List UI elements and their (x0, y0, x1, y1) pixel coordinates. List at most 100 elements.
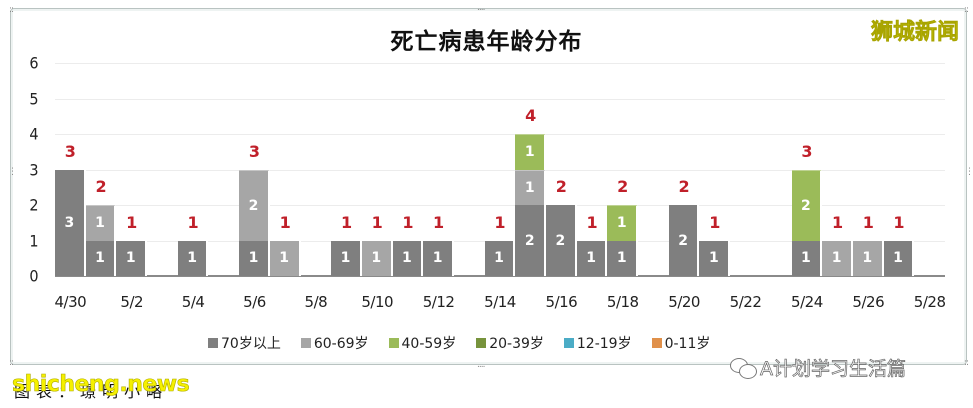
legend-swatch-icon (388, 338, 399, 348)
bar-segment: 1 (85, 205, 117, 241)
total-label: 3 (801, 141, 813, 161)
total-label: 1 (832, 212, 844, 232)
gridline (55, 134, 945, 135)
figure-caption: 图表：璟明小略 (14, 382, 169, 401)
legend-label: 20-39岁 (489, 336, 544, 352)
y-tick-label: 3 (29, 160, 39, 179)
bar-segment: 1 (852, 240, 884, 276)
resize-handle-bottom[interactable]: .... (477, 360, 486, 370)
gridline (55, 169, 945, 171)
total-label: 1 (126, 212, 138, 232)
gridline (55, 205, 945, 206)
legend-swatch-icon (208, 338, 218, 348)
total-label: 1 (402, 212, 414, 232)
total-label: 1 (371, 212, 383, 232)
bar-segment: 2 (515, 205, 547, 276)
bar-segment: 3 (55, 169, 86, 276)
total-label: 1 (340, 212, 353, 232)
total-label: 2 (678, 177, 690, 196)
legend-item: 70岁以上 (208, 333, 281, 353)
resize-handle-right[interactable]: ⋮ (965, 167, 973, 177)
x-tick-label: 5/2 (120, 293, 144, 311)
bar-segment: 2 (239, 169, 270, 241)
resize-handle-bottom-right[interactable]: :: (963, 358, 969, 368)
x-tick-label: 5/4 (181, 293, 205, 311)
bar-segment: 1 (515, 169, 547, 205)
total-label: 3 (248, 141, 261, 161)
x-tick-label: 5/28 (913, 293, 946, 311)
y-tick-label: 0 (29, 266, 39, 286)
x-tick-label: 5/16 (545, 293, 578, 311)
legend-item: 20-39岁 (476, 333, 544, 353)
total-label: 1 (187, 212, 199, 232)
x-tick-label: 4/30 (54, 293, 87, 311)
total-label: 1 (433, 212, 445, 232)
total-label: 4 (525, 106, 537, 125)
bar-segment: 1 (515, 134, 547, 170)
y-tick-label: 4 (29, 124, 39, 144)
legend-swatch-icon (300, 338, 311, 348)
legend-label: 70岁以上 (221, 336, 281, 352)
total-label: 2 (95, 177, 107, 196)
total-label: 1 (494, 212, 506, 232)
wechat-icon (730, 357, 757, 379)
bar-segment: 1 (883, 240, 915, 276)
x-tick-label: 5/20 (668, 293, 700, 311)
x-tick-label: 5/8 (304, 293, 328, 311)
x-tick-label: 5/24 (791, 293, 823, 311)
bar-segment: 1 (269, 240, 301, 276)
bar-segment: 1 (484, 240, 516, 276)
legend-label: 60-69岁 (313, 336, 369, 352)
resize-handle-bottom-left[interactable]: :: (9, 358, 14, 368)
bar-segment: 1 (361, 240, 393, 276)
bar-segment: 1 (116, 240, 148, 276)
bar-segment: 1 (576, 240, 608, 276)
x-tick-label: 5/22 (729, 293, 762, 311)
bar-segment: 1 (607, 240, 639, 276)
bar-segment: 2 (546, 205, 577, 276)
wechat-account-name: A计划学习生活篇 (760, 358, 907, 381)
legend-item: 60-69岁 (300, 333, 369, 353)
gridline (55, 63, 945, 64)
y-tick-label: 5 (29, 89, 39, 108)
x-tick-label: 5/14 (484, 293, 516, 311)
resize-handle-top[interactable]: .... (477, 3, 486, 13)
bar-segment: 1 (423, 240, 454, 276)
total-label: 1 (279, 212, 291, 232)
legend-swatch-icon (476, 338, 487, 348)
resize-handle-top-left[interactable]: :: (9, 5, 14, 15)
x-tick-label: 5/26 (852, 293, 885, 311)
wechat-watermark: A计划学习生活篇 (730, 354, 906, 381)
legend-item: 40-59岁 (388, 333, 457, 353)
legend-swatch-icon (651, 338, 662, 348)
legend-label: 12-19岁 (576, 336, 632, 352)
legend-swatch-icon (563, 338, 574, 348)
x-tick-label: 5/6 (243, 293, 266, 311)
bar-segment: 1 (239, 240, 270, 276)
bar-segment: 1 (177, 240, 209, 276)
bar-segment: 1 (331, 240, 362, 276)
total-label: 1 (709, 212, 721, 232)
total-label: 1 (586, 212, 598, 232)
legend: 70岁以上 60-69岁 40-59岁 20-39岁 12-19岁 0-11岁 (208, 333, 710, 353)
legend-label: 40-59岁 (401, 336, 457, 352)
legend-label: 0-11岁 (664, 336, 711, 352)
x-axis-line (55, 275, 945, 277)
legend-item: 12-19岁 (563, 333, 632, 353)
watermark-bottom-left: shicheng.news (12, 372, 190, 398)
gridline (55, 98, 945, 100)
x-tick-label: 5/12 (422, 293, 455, 311)
x-tick-label: 5/18 (606, 293, 639, 311)
bar-segment: 1 (822, 240, 853, 276)
watermark-top-right: 狮城新闻 (870, 20, 960, 46)
resize-handle-top-right[interactable]: :: (963, 5, 969, 15)
total-label: 2 (617, 177, 629, 196)
bar-segment: 1 (607, 205, 639, 241)
resize-handle-left[interactable]: ⋮ (8, 167, 17, 177)
y-tick-label: 2 (29, 195, 39, 215)
total-label: 3 (64, 141, 76, 161)
total-label: 1 (893, 212, 905, 232)
bar-segment: 2 (668, 205, 700, 276)
bar-segment: 2 (791, 169, 823, 241)
